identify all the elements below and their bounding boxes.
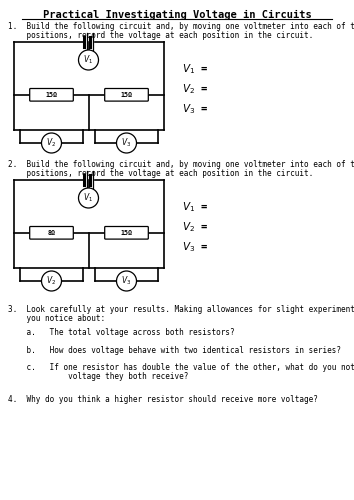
Text: 4.  Why do you think a higher resistor should receive more voltage?: 4. Why do you think a higher resistor sh… (8, 395, 318, 404)
Text: $V_2$ =: $V_2$ = (182, 82, 208, 96)
Text: positions, record the voltage at each position in the circuit.: positions, record the voltage at each po… (8, 169, 313, 178)
Text: you notice about:: you notice about: (8, 314, 105, 323)
Text: $V_1$: $V_1$ (84, 192, 93, 204)
Circle shape (41, 271, 62, 291)
Text: $V_2$: $V_2$ (46, 136, 57, 149)
Text: Practical Investigating Voltage in Circuits: Practical Investigating Voltage in Circu… (42, 10, 312, 20)
Text: a.   The total voltage across both resistors?: a. The total voltage across both resisto… (8, 328, 235, 337)
Text: 15Ω: 15Ω (120, 230, 132, 236)
Text: $V_2$: $V_2$ (46, 275, 57, 287)
Text: 15Ω: 15Ω (120, 92, 132, 98)
Text: 1.  Build the following circuit and, by moving one voltmeter into each of the di: 1. Build the following circuit and, by m… (8, 22, 354, 31)
Text: $V_3$: $V_3$ (121, 275, 132, 287)
Text: c.   If one resistor has double the value of the other, what do you notice about: c. If one resistor has double the value … (8, 363, 354, 372)
FancyBboxPatch shape (105, 226, 148, 239)
Circle shape (116, 133, 137, 153)
Text: 8Ω: 8Ω (47, 230, 56, 236)
Text: positions, record the voltage at each position in the circuit.: positions, record the voltage at each po… (8, 31, 313, 40)
Text: $V_1$: $V_1$ (84, 54, 93, 66)
Text: 3.  Look carefully at your results. Making allowances for slight experimental er: 3. Look carefully at your results. Makin… (8, 305, 354, 314)
Text: $V_3$: $V_3$ (121, 136, 132, 149)
FancyBboxPatch shape (30, 88, 73, 101)
Circle shape (116, 271, 137, 291)
Text: voltage they both receive?: voltage they both receive? (8, 372, 188, 381)
Text: b.   How does voltage behave with two identical resistors in series?: b. How does voltage behave with two iden… (8, 346, 341, 355)
FancyBboxPatch shape (30, 226, 73, 239)
Text: 15Ω: 15Ω (46, 92, 57, 98)
Circle shape (79, 188, 98, 208)
Text: $V_1$ =: $V_1$ = (182, 62, 208, 76)
Text: $V_3$ =: $V_3$ = (182, 102, 208, 116)
Circle shape (79, 50, 98, 70)
Text: $V_2$ =: $V_2$ = (182, 220, 208, 234)
Text: $V_3$ =: $V_3$ = (182, 240, 208, 254)
Circle shape (41, 133, 62, 153)
Text: $V_1$ =: $V_1$ = (182, 200, 208, 214)
FancyBboxPatch shape (105, 88, 148, 101)
Text: 2.  Build the following circuit and, by moving one voltmeter into each of the di: 2. Build the following circuit and, by m… (8, 160, 354, 169)
